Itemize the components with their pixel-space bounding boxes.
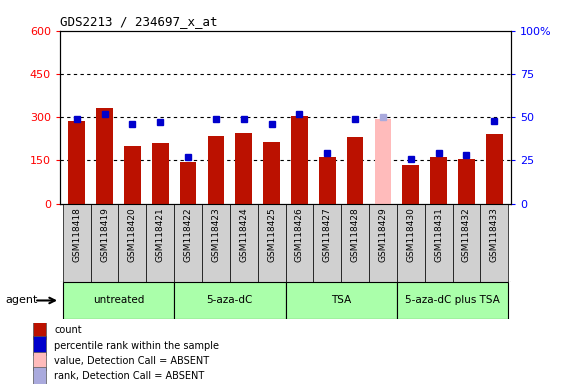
Bar — [425, 204, 453, 282]
Text: GSM118428: GSM118428 — [351, 207, 360, 262]
Text: GSM118429: GSM118429 — [379, 207, 388, 262]
Bar — [174, 282, 286, 319]
Bar — [91, 204, 118, 282]
Text: 5-aza-dC: 5-aza-dC — [207, 295, 253, 306]
Bar — [180, 162, 196, 204]
Bar — [319, 157, 336, 204]
Bar — [118, 204, 146, 282]
Bar — [258, 204, 286, 282]
Bar — [313, 204, 341, 282]
Text: GSM118423: GSM118423 — [211, 207, 220, 262]
Bar — [486, 134, 502, 204]
Bar — [263, 142, 280, 204]
Bar — [397, 282, 508, 319]
Bar — [152, 143, 168, 204]
Bar — [341, 204, 369, 282]
Text: GSM118419: GSM118419 — [100, 207, 109, 262]
Bar — [347, 137, 364, 204]
Bar — [33, 336, 46, 355]
Text: GSM118430: GSM118430 — [407, 207, 415, 262]
Text: value, Detection Call = ABSENT: value, Detection Call = ABSENT — [54, 356, 210, 366]
Bar — [375, 119, 391, 204]
Bar — [124, 146, 140, 204]
Bar — [369, 204, 397, 282]
Bar — [207, 136, 224, 204]
Bar — [63, 282, 174, 319]
Bar — [174, 204, 202, 282]
Bar — [69, 121, 85, 204]
Text: GSM118421: GSM118421 — [156, 207, 164, 262]
Text: GSM118425: GSM118425 — [267, 207, 276, 262]
Bar — [235, 133, 252, 204]
Text: count: count — [54, 325, 82, 335]
Bar — [286, 204, 313, 282]
Text: GSM118432: GSM118432 — [462, 207, 471, 262]
Text: TSA: TSA — [331, 295, 351, 306]
Text: GSM118426: GSM118426 — [295, 207, 304, 262]
Bar — [431, 157, 447, 204]
Text: 5-aza-dC plus TSA: 5-aza-dC plus TSA — [405, 295, 500, 306]
Text: untreated: untreated — [93, 295, 144, 306]
Text: percentile rank within the sample: percentile rank within the sample — [54, 341, 219, 351]
Bar — [230, 204, 258, 282]
Text: GSM118424: GSM118424 — [239, 207, 248, 262]
Bar — [291, 116, 308, 204]
Bar — [403, 165, 419, 204]
Bar — [33, 367, 46, 384]
Text: GSM118431: GSM118431 — [434, 207, 443, 262]
Bar — [146, 204, 174, 282]
Text: GSM118433: GSM118433 — [490, 207, 499, 262]
Bar — [202, 204, 230, 282]
Bar — [33, 352, 46, 370]
Bar — [397, 204, 425, 282]
Bar — [480, 204, 508, 282]
Bar — [63, 204, 91, 282]
Text: agent: agent — [6, 295, 38, 306]
Bar — [33, 321, 46, 339]
Bar — [286, 282, 397, 319]
Text: GSM118422: GSM118422 — [183, 207, 192, 262]
Text: rank, Detection Call = ABSENT: rank, Detection Call = ABSENT — [54, 371, 204, 381]
Text: GSM118427: GSM118427 — [323, 207, 332, 262]
Text: GSM118420: GSM118420 — [128, 207, 137, 262]
Text: GSM118418: GSM118418 — [72, 207, 81, 262]
Text: GDS2213 / 234697_x_at: GDS2213 / 234697_x_at — [60, 15, 218, 28]
Bar — [458, 159, 475, 204]
Bar — [96, 108, 113, 204]
Bar — [453, 204, 480, 282]
